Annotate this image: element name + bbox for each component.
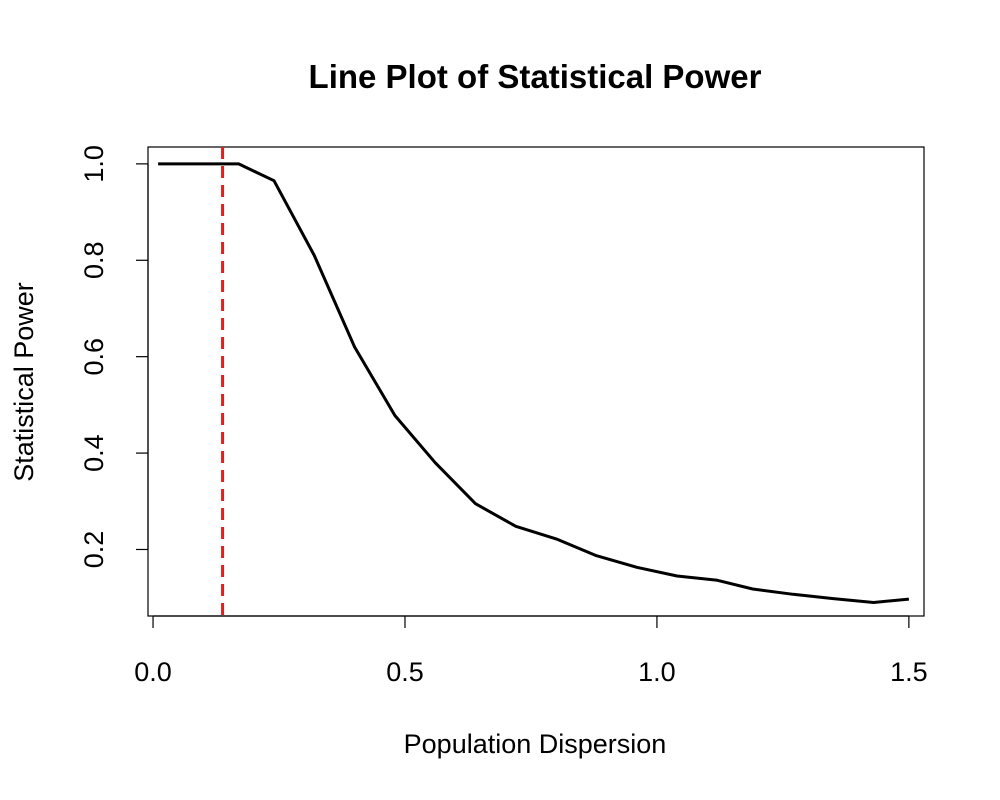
x-tick-label: 0.5: [386, 657, 424, 687]
y-axis: 0.2 0.4 0.6 0.8 1.0: [79, 145, 149, 569]
y-tick-label: 0.6: [79, 338, 109, 376]
y-tick-label: 0.4: [79, 434, 109, 472]
x-tick-label: 0.0: [134, 657, 172, 687]
chart-title: Line Plot of Statistical Power: [309, 58, 762, 95]
y-tick-label: 1.0: [79, 145, 109, 183]
y-tick-label: 0.2: [79, 531, 109, 569]
x-tick-label: 1.5: [890, 657, 928, 687]
x-axis: 0.0 0.5 1.0 1.5: [134, 615, 928, 687]
x-axis-label: Population Dispersion: [404, 729, 667, 759]
plot-frame: [147, 146, 925, 617]
y-tick-label: 0.8: [79, 241, 109, 279]
x-tick-label: 1.0: [638, 657, 676, 687]
y-axis-label: Statistical Power: [9, 282, 39, 482]
series-group: [158, 162, 910, 604]
series-line: [158, 162, 910, 604]
